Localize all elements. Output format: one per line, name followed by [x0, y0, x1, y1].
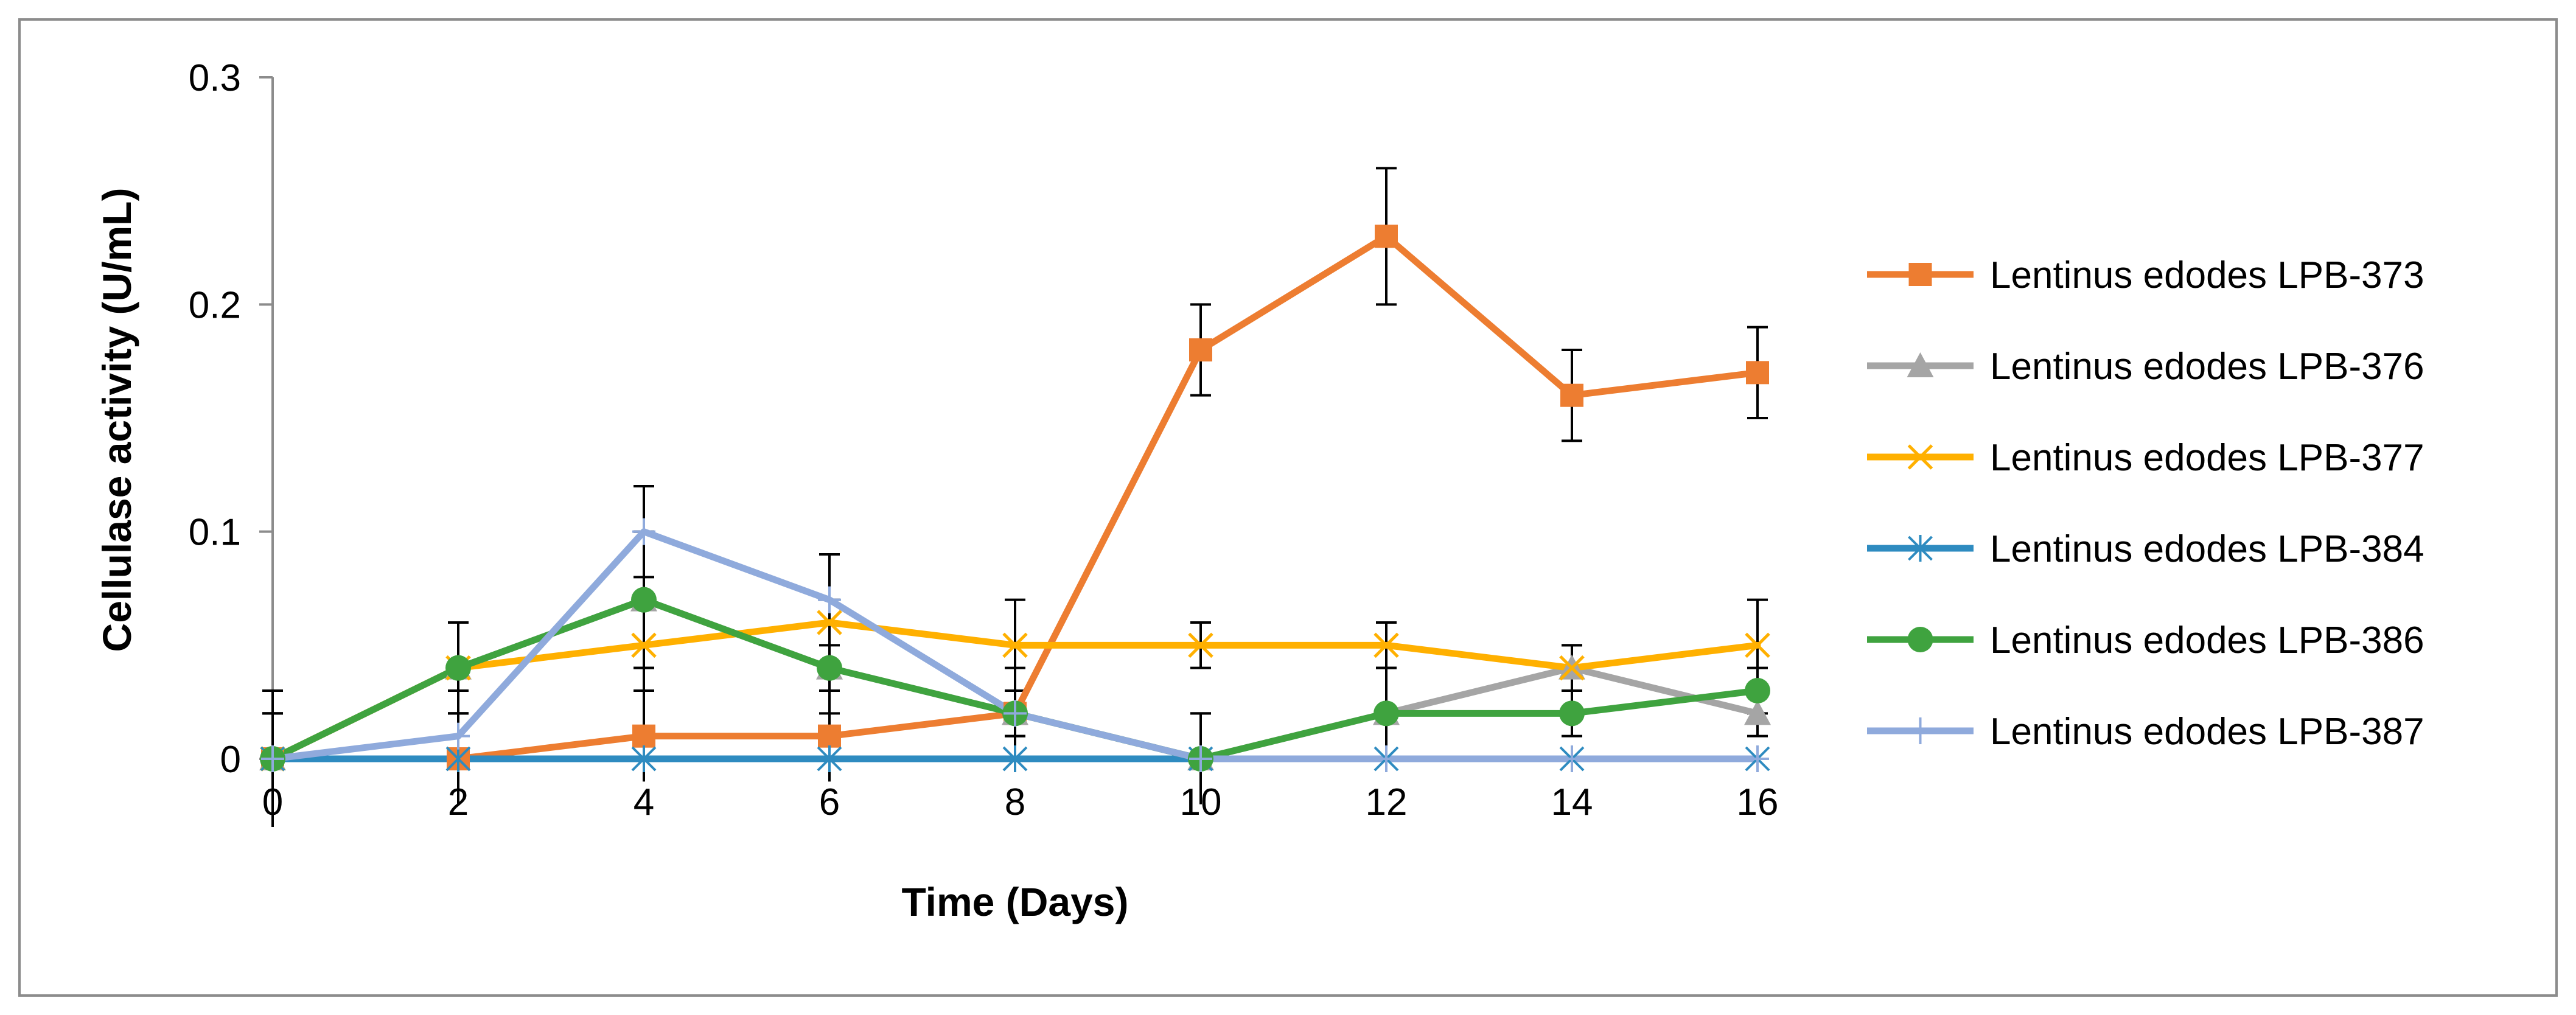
triangle-marker-shape — [1744, 700, 1771, 725]
data-point-marker — [1375, 225, 1398, 248]
data-point-marker — [632, 724, 655, 748]
data-point-marker — [631, 745, 657, 772]
data-point-marker — [1374, 632, 1399, 658]
legend-label: Lentinus edodes LPB-376 — [1990, 346, 2424, 388]
x-tick-label: 6 — [819, 781, 840, 823]
circle-marker-shape — [1745, 678, 1770, 703]
data-point-marker — [1559, 700, 1585, 727]
data-point-marker — [445, 655, 471, 681]
x-marker-stroke — [817, 610, 842, 635]
x-marker-stroke — [1907, 444, 1933, 470]
legend-item: Lentinus edodes LPB-376 — [1867, 346, 2424, 388]
data-point-marker — [1374, 700, 1399, 727]
y-tick-label: 0 — [220, 739, 241, 781]
x-marker-stroke — [631, 632, 657, 658]
data-point-marker — [1189, 338, 1212, 361]
x-tick-label: 4 — [634, 781, 654, 823]
legend-marker — [1907, 352, 1934, 377]
data-point-marker — [261, 745, 284, 772]
square-marker-shape — [1560, 383, 1583, 407]
y-axis-title: Cellulase activity (U/mL) — [94, 188, 139, 652]
data-point-marker — [1375, 745, 1398, 772]
y-tick-label: 0.1 — [189, 512, 241, 554]
data-point-marker — [1189, 745, 1212, 772]
legend: Lentinus edodes LPB-373 Lentinus edodes L… — [1867, 254, 2424, 753]
data-point-marker — [817, 655, 842, 681]
x-tick-label: 12 — [1366, 781, 1408, 823]
legend-marker — [1907, 627, 1933, 652]
data-point-marker — [1746, 361, 1769, 385]
square-marker-shape — [1375, 225, 1398, 248]
data-point-marker — [1002, 632, 1028, 658]
data-point-marker — [1559, 655, 1585, 681]
legend-marker — [1908, 263, 1932, 286]
legend-item: Lentinus edodes LPB-384 — [1867, 528, 2424, 570]
data-point-marker — [1560, 745, 1583, 772]
data-point-marker — [631, 587, 657, 613]
circle-marker-shape — [1559, 700, 1585, 727]
data-point-marker — [817, 610, 842, 635]
data-point-marker — [1744, 700, 1771, 725]
data-point-marker — [445, 745, 471, 772]
circle-marker-shape — [631, 587, 657, 613]
circle-marker-shape — [817, 655, 842, 681]
legend-item: Lentinus edodes LPB-386 — [1867, 619, 2424, 661]
data-point-marker — [817, 745, 842, 772]
x-marker-stroke — [1002, 632, 1028, 658]
triangle-marker-shape — [1907, 352, 1934, 377]
data-point-marker — [631, 632, 657, 658]
y-tick-label: 0.2 — [189, 284, 241, 326]
x-marker-stroke — [1374, 632, 1399, 658]
data-point-marker — [1745, 678, 1770, 703]
legend-marker — [1908, 535, 1933, 562]
square-marker-shape — [1189, 338, 1212, 361]
legend-marker — [1908, 717, 1932, 744]
data-markers — [259, 225, 1771, 772]
legend-marker — [1907, 444, 1933, 470]
circle-marker-shape — [445, 655, 471, 681]
legend-label: Lentinus edodes LPB-373 — [1990, 254, 2424, 296]
square-marker-shape — [1908, 263, 1932, 286]
data-point-marker — [1745, 632, 1770, 658]
data-point-marker — [632, 518, 655, 545]
legend-item: Lentinus edodes LPB-373 — [1867, 254, 2424, 296]
x-marker-stroke — [1188, 632, 1213, 658]
x-marker-stroke — [1559, 655, 1585, 681]
y-tick-label: 0.3 — [189, 57, 241, 99]
legend-item: Lentinus edodes LPB-377 — [1867, 437, 2424, 479]
square-marker-shape — [632, 724, 655, 748]
x-tick-label: 8 — [1005, 781, 1025, 823]
data-point-marker — [1746, 745, 1769, 772]
x-tick-label: 16 — [1737, 781, 1779, 823]
legend-label: Lentinus edodes LPB-386 — [1990, 619, 2424, 661]
data-point-marker — [1004, 700, 1027, 727]
data-point-marker — [818, 724, 841, 748]
legend-label: Lentinus edodes LPB-384 — [1990, 528, 2424, 570]
data-point-marker — [818, 586, 841, 613]
square-marker-shape — [818, 724, 841, 748]
square-marker-shape — [1746, 361, 1769, 385]
chart-frame — [18, 18, 2558, 997]
error-bars — [262, 167, 1768, 827]
x-axis-title: Time (Days) — [902, 879, 1129, 924]
x-marker-stroke — [1745, 632, 1770, 658]
legend-label: Lentinus edodes LPB-377 — [1990, 437, 2424, 479]
data-point-marker — [1560, 383, 1583, 407]
x-tick-label: 14 — [1551, 781, 1593, 823]
data-point-marker — [1002, 745, 1028, 772]
data-point-marker — [1188, 632, 1213, 658]
legend-item: Lentinus edodes LPB-387 — [1867, 711, 2424, 753]
circle-marker-shape — [1374, 700, 1399, 727]
legend-label: Lentinus edodes LPB-387 — [1990, 711, 2424, 753]
circle-marker-shape — [1907, 627, 1933, 652]
data-point-marker — [447, 722, 470, 750]
